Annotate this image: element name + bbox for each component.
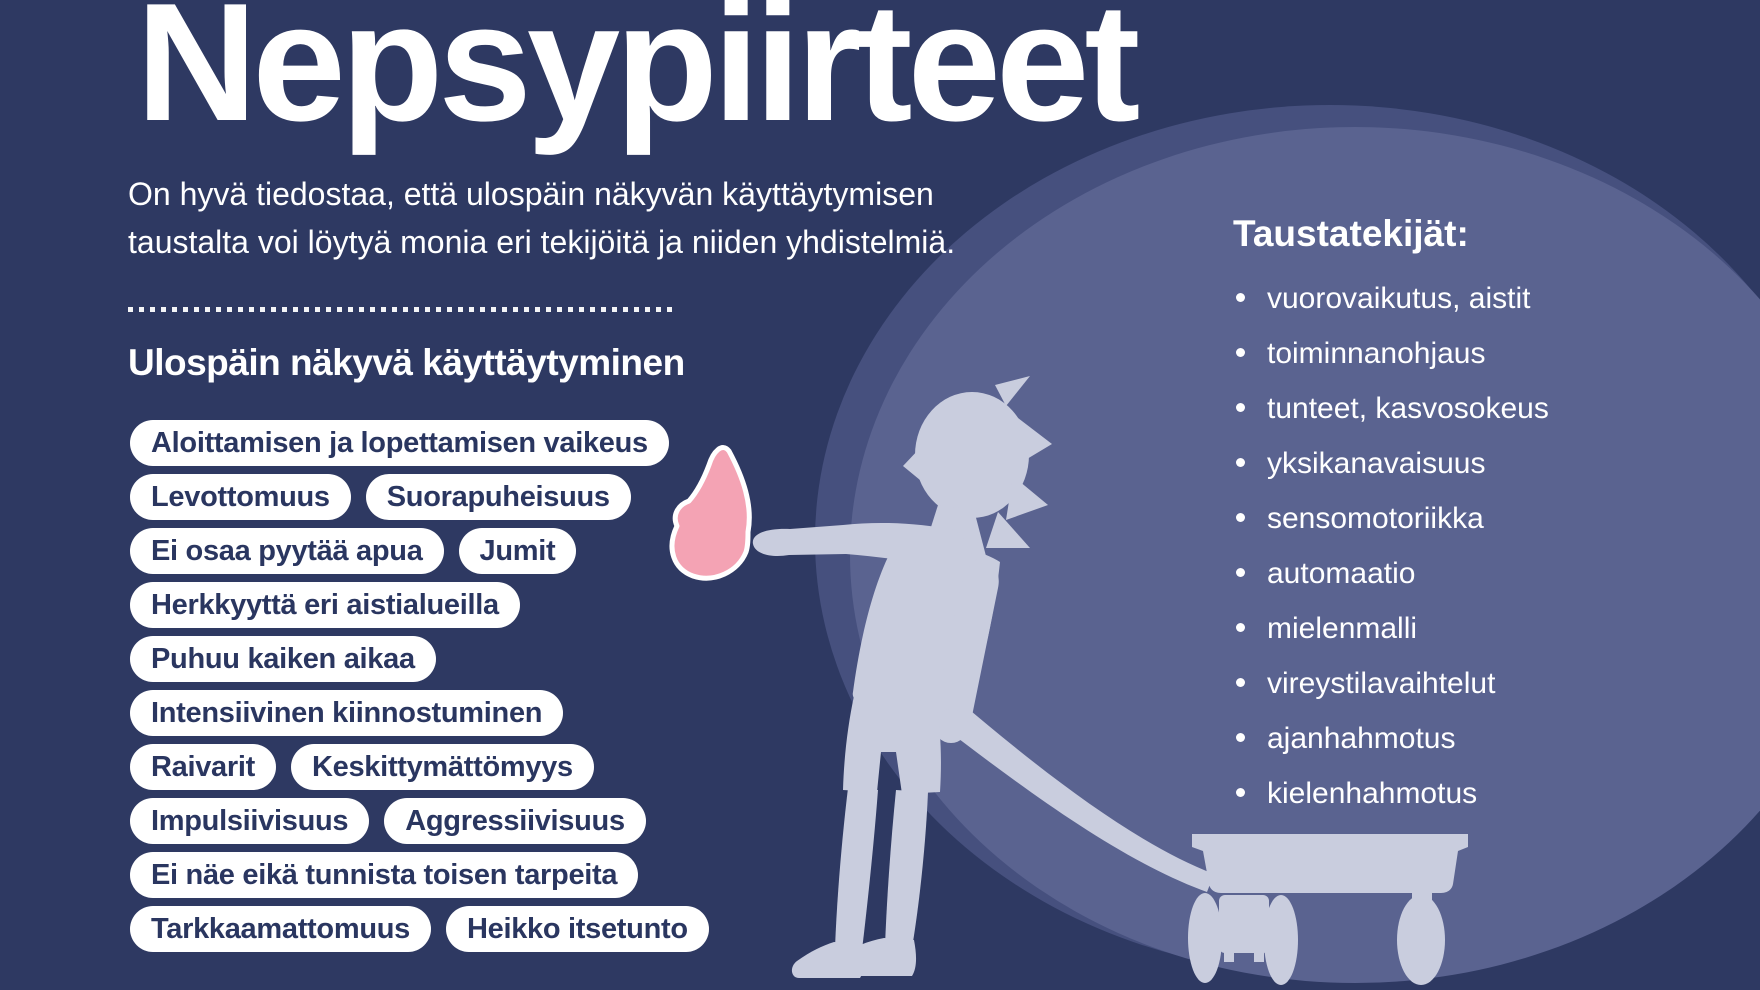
behavior-pill: Raivarit <box>130 744 276 790</box>
behavior-pill: Impulsiivisuus <box>130 798 370 844</box>
dotted-divider <box>128 307 676 312</box>
behavior-pill: Jumit <box>458 528 577 574</box>
wagon-silhouette <box>1188 834 1468 985</box>
behavior-pill: Levottomuus <box>130 474 351 520</box>
behavior-pill: Keskittymättömyys <box>291 744 594 790</box>
factor-item: ajanhahmotus <box>1236 722 1549 755</box>
behavior-section-heading: Ulospäin näkyvä käyttäytyminen <box>128 342 685 383</box>
intro-line-1: On hyvä tiedostaa, että ulospäin näkyvän… <box>128 176 934 212</box>
behavior-pill: Heikko itsetunto <box>445 906 709 952</box>
child-silhouette <box>752 376 1052 978</box>
background-circle-inner <box>850 127 1760 983</box>
factor-item: sensomotoriikka <box>1236 502 1549 535</box>
behavior-pill-row: Aloittamisen ja lopettamisen vaikeus <box>130 420 790 466</box>
page-title: Nepsypiirteet <box>136 0 1140 156</box>
behavior-pill: Ei näe eikä tunnista toisen tarpeita <box>130 852 639 898</box>
behavior-pill: Intensiivinen kiinnostuminen <box>130 690 564 736</box>
behavior-pill-row: Puhuu kaiken aikaa <box>130 636 790 682</box>
behavior-pill: Aloittamisen ja lopettamisen vaikeus <box>130 420 669 466</box>
factor-item: tunteet, kasvosokeus <box>1236 392 1549 425</box>
behavior-pill: Aggressiivisuus <box>384 798 646 844</box>
intro-line-2: taustalta voi löytyä monia eri tekijöitä… <box>128 224 956 260</box>
intro-text: On hyvä tiedostaa, että ulospäin näkyvän… <box>128 170 1088 266</box>
behavior-pill: Herkkyyttä eri aistialueilla <box>130 582 520 628</box>
behavior-pill: Tarkkaamattomuus <box>130 906 431 952</box>
behavior-pill: Puhuu kaiken aikaa <box>130 636 436 682</box>
wagon-body <box>1192 834 1468 893</box>
behavior-pill: Suorapuheisuus <box>365 474 631 520</box>
behavior-pill-list: Aloittamisen ja lopettamisen vaikeus Levo… <box>130 420 790 960</box>
factor-item: yksikanavaisuus <box>1236 447 1549 480</box>
behavior-pill-row: Ei osaa pyytää apua Jumit <box>130 528 790 574</box>
behavior-pill: Ei osaa pyytää apua <box>130 528 444 574</box>
factor-item: mielenmalli <box>1236 612 1549 645</box>
wagon-handle <box>942 700 1214 892</box>
behavior-pill-row: Raivarit Keskittymättömyys <box>130 744 790 790</box>
factor-item: toiminnanohjaus <box>1236 337 1549 370</box>
factor-item: automaatio <box>1236 557 1549 590</box>
behavior-pill-row: Intensiivinen kiinnostuminen <box>130 690 790 736</box>
factor-item: vireystilavaihtelut <box>1236 667 1549 700</box>
behavior-pill-row: Herkkyyttä eri aistialueilla <box>130 582 790 628</box>
behavior-pill-row: Ei näe eikä tunnista toisen tarpeita <box>130 852 790 898</box>
butterfly-icon <box>669 445 752 581</box>
behavior-pill-row: Impulsiivisuus Aggressiivisuus <box>130 798 790 844</box>
factor-list: vuorovaikutus, aistit toiminnanohjaus tunt… <box>1236 282 1549 832</box>
behavior-pill-row: Levottomuus Suorapuheisuus <box>130 474 790 520</box>
factor-item: vuorovaikutus, aistit <box>1236 282 1549 315</box>
behavior-pill-row: Tarkkaamattomuus Heikko itsetunto <box>130 906 790 952</box>
factor-item: kielenhahmotus <box>1236 777 1549 810</box>
factors-section-heading: Taustatekijät: <box>1233 213 1469 254</box>
